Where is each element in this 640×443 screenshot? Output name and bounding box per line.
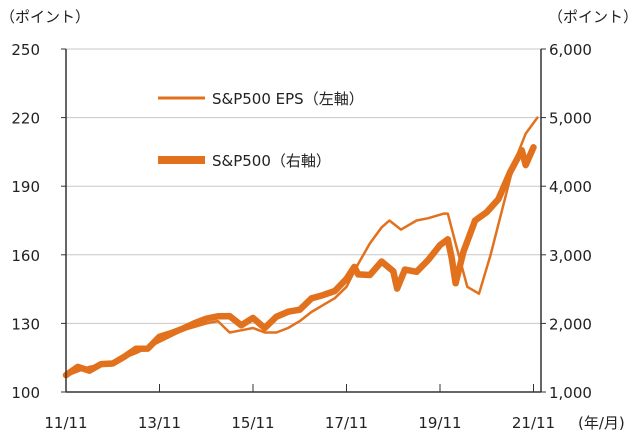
x-tick-label: 21/11: [512, 414, 555, 432]
left-tick-label: 250: [11, 41, 40, 59]
legend-label-eps: S&P500 EPS（左軸）: [212, 90, 364, 108]
right-tick-label: 6,000: [549, 41, 592, 59]
legend-label-sp500: S&P500（右軸）: [212, 152, 331, 170]
right-tick-label: 2,000: [549, 315, 592, 333]
left-tick-label: 220: [11, 110, 40, 128]
right-tick-label: 1,000: [549, 384, 592, 402]
x-tick-label: 15/11: [231, 414, 274, 432]
series-line-sp500: [62, 144, 537, 379]
right-axis-unit: （ポイント）: [548, 8, 638, 26]
left-tick-label: 190: [11, 178, 40, 196]
right-tick-label: 5,000: [549, 110, 592, 128]
x-tick-label: 13/11: [138, 414, 181, 432]
right-tick-label: 4,000: [549, 178, 592, 196]
left-tick-label: 130: [11, 315, 40, 333]
x-tick-label: 17/11: [325, 414, 368, 432]
x-tick-label: 11/11: [44, 414, 87, 432]
x-tick-label: 19/11: [418, 414, 461, 432]
series-line-eps: [64, 116, 539, 378]
left-tick-label: 100: [11, 384, 40, 402]
right-tick-label: 3,000: [549, 247, 592, 265]
left-axis-unit: （ポイント）: [0, 8, 90, 26]
x-axis-unit: (年/月): [578, 414, 625, 432]
left-tick-label: 160: [11, 247, 40, 265]
